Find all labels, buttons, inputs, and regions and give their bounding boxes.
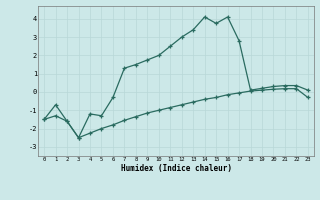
X-axis label: Humidex (Indice chaleur): Humidex (Indice chaleur) bbox=[121, 164, 231, 173]
